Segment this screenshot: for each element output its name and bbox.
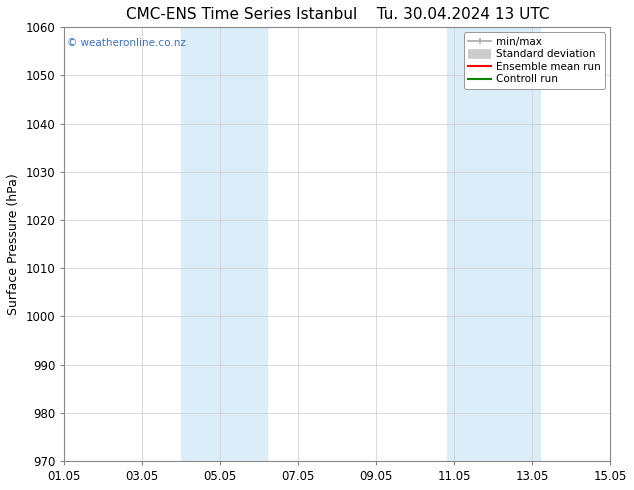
Title: CMC-ENS Time Series Istanbul    Tu. 30.04.2024 13 UTC: CMC-ENS Time Series Istanbul Tu. 30.04.2… xyxy=(126,7,549,22)
Legend: min/max, Standard deviation, Ensemble mean run, Controll run: min/max, Standard deviation, Ensemble me… xyxy=(464,32,605,89)
Bar xyxy=(181,27,267,461)
Bar xyxy=(446,27,540,461)
Y-axis label: Surface Pressure (hPa): Surface Pressure (hPa) xyxy=(7,173,20,315)
Text: © weatheronline.co.nz: © weatheronline.co.nz xyxy=(67,38,186,48)
